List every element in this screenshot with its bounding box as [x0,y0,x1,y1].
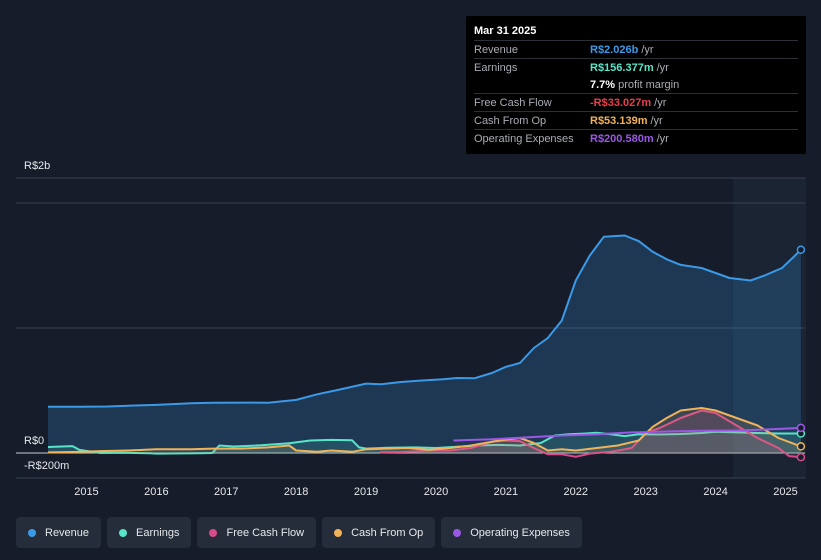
legend-dot-icon [453,528,462,537]
tooltip-row: 7.7% profit margin [474,76,798,93]
tooltip-row-unit: /yr [656,61,669,74]
x-tick-label: 2016 [144,486,168,498]
tooltip-row-value: R$53.139m [590,114,648,127]
legend-dot-icon [209,528,218,537]
tooltip-row-label: Free Cash Flow [474,96,552,109]
revenue-end-marker [796,245,806,254]
tooltip-row-unit: /yr [641,43,654,56]
legend-label: Cash From Op [351,526,424,539]
operating-expenses-line [453,426,801,442]
tooltip-row-value: R$2.026b [590,43,639,56]
x-tick-label: 2017 [214,486,238,498]
tooltip-row-label: Operating Expenses [474,132,574,145]
legend-label: Free Cash Flow [226,526,305,539]
x-tick-label: 2023 [633,486,657,498]
legend-dot-icon [119,528,128,537]
free-cash-flow-end-marker [796,452,806,462]
tooltip-row-label: Cash From Op [474,114,547,127]
tooltip-row: Cash From Op R$53.139m/yr [474,111,798,129]
legend-item-free-cash-flow[interactable]: Free Cash Flow [197,517,317,548]
operating-expenses-end-marker [796,423,806,433]
legend-label: Operating Expenses [470,526,570,539]
x-tick-label: 2018 [284,486,308,498]
legend-item-cash-from-op[interactable]: Cash From Op [322,517,436,548]
x-tick-label: 2022 [564,486,588,498]
tooltip-row-value: 7.7% [590,78,616,91]
y-label-top: R$2b [24,160,51,172]
y-label-bottom: -R$200m [24,460,70,472]
tooltip-row-unit: profit margin [618,78,680,91]
legend-item-operating-expenses[interactable]: Operating Expenses [441,517,582,548]
tooltip-row: Revenue R$2.026b/yr [474,40,798,58]
tooltip-panel: Mar 31 2025 Revenue R$2.026b/yr Earnings R$… [466,16,806,154]
legend-item-revenue[interactable]: Revenue [16,517,102,548]
legend-item-earnings[interactable]: Earnings [107,517,192,548]
x-tick-label: 2025 [773,486,797,498]
x-tick-label: 2021 [494,486,518,498]
cash-from-op-end-marker [796,442,806,451]
revenue-area [48,235,801,453]
tooltip-row-value: R$200.580m [590,132,654,145]
tooltip-row: Operating Expenses R$200.580m/yr [474,129,798,147]
tooltip-row: Earnings R$156.377m/yr [474,58,798,76]
free-cash-flow-area [380,410,801,458]
tooltip-row-unit: /yr [656,132,669,145]
x-tick-label: 2019 [354,486,378,498]
tooltip-row-unit: /yr [650,114,663,127]
y-label-zero: R$0 [24,435,45,447]
tooltip-date: Mar 31 2025 [474,25,537,37]
legend-dot-icon [334,528,343,537]
free-cash-flow-line [380,409,801,459]
cash-from-op-line [47,407,802,454]
tooltip-row-value: R$156.377m [590,61,654,74]
legend-dot-icon [28,528,36,537]
tooltip-row: Free Cash Flow -R$33.027m/yr [474,93,798,111]
legend: Revenue Earnings Free Cash Flow Cash From O… [16,517,588,548]
tooltip-row-label: Earnings [474,61,518,74]
x-tick-label: 2024 [703,486,727,498]
revenue-line [48,234,802,408]
legend-label: Earnings [136,526,180,539]
earnings-line [47,430,801,455]
legend-label: Revenue [45,526,90,539]
x-tick-label: 2015 [74,486,98,498]
x-tick-label: 2020 [424,486,448,498]
tooltip-row-unit: /yr [654,96,667,109]
tooltip-row-value: -R$33.027m [590,96,652,109]
tooltip-row-label: Revenue [474,43,519,56]
